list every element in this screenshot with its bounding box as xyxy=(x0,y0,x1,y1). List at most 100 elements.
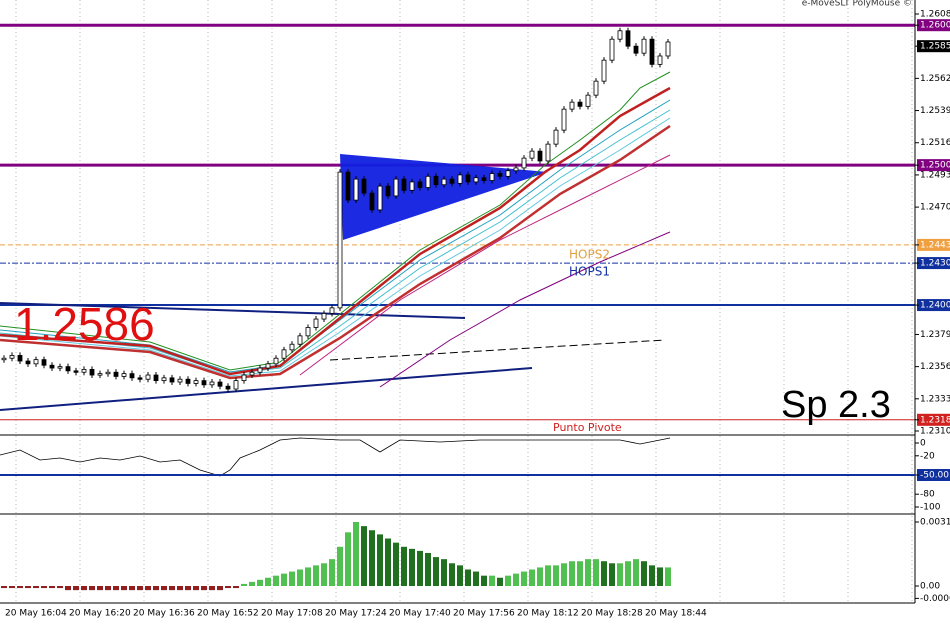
macd-bar xyxy=(377,534,383,586)
macd-bar xyxy=(209,586,215,591)
macd-bar xyxy=(145,586,151,591)
macd-bar xyxy=(289,571,295,586)
macd-bar xyxy=(545,565,551,586)
pivot-label: Punto Pivote xyxy=(553,421,622,434)
candle xyxy=(457,174,463,184)
axis-label: 1.2562 xyxy=(920,74,950,84)
candle xyxy=(497,173,503,177)
axis-label: 1.2400 xyxy=(920,301,950,311)
candle xyxy=(25,360,31,365)
candle xyxy=(465,174,471,183)
label-box xyxy=(917,469,950,481)
label-box xyxy=(917,19,950,32)
macd-bar xyxy=(569,561,575,586)
axis-label: -50.00 xyxy=(920,471,949,481)
axis-label: 0.0031 xyxy=(920,518,950,528)
macd-bar xyxy=(89,586,95,591)
macd-bar xyxy=(281,573,287,586)
time-label: 20 May 17:40 xyxy=(389,609,451,619)
macd-bar xyxy=(137,586,143,591)
candle xyxy=(177,378,183,383)
macd-bar xyxy=(177,586,183,591)
trend-line xyxy=(0,367,533,411)
candle xyxy=(377,185,383,211)
macd-bar xyxy=(649,565,655,586)
candle xyxy=(617,30,623,40)
macd-bar xyxy=(561,563,567,586)
macd-bar xyxy=(465,569,471,586)
macd-bar xyxy=(241,583,247,586)
macd-bar xyxy=(361,526,367,586)
macd-bar xyxy=(473,571,479,586)
trend-line xyxy=(0,302,466,319)
macd-bar xyxy=(201,586,207,591)
candle xyxy=(537,150,543,162)
axis-label: 1.2600 xyxy=(920,21,950,31)
macd-bar xyxy=(449,563,455,586)
axis-label: -20 xyxy=(920,451,935,461)
label-box xyxy=(917,257,950,270)
macd-bar xyxy=(321,563,327,586)
candle xyxy=(321,313,327,320)
candle xyxy=(609,38,615,61)
hops1-label: HOPS1 xyxy=(569,265,610,279)
macd-bar xyxy=(521,571,527,586)
axis-label: 0.00 xyxy=(920,582,940,592)
candle xyxy=(73,370,79,373)
grid xyxy=(0,0,915,603)
macd-bar xyxy=(577,561,583,586)
candle xyxy=(641,38,647,54)
axis-label: 1.2608 xyxy=(920,10,950,20)
current-price: 1.2586 xyxy=(14,298,155,350)
candle xyxy=(577,101,583,107)
candle xyxy=(369,192,375,211)
candle xyxy=(273,357,279,365)
axis-label: -100 xyxy=(920,503,941,513)
time-label: 20 May 16:20 xyxy=(69,609,131,619)
candle xyxy=(353,178,359,201)
macd-bar xyxy=(153,586,159,591)
macd-bar xyxy=(345,532,351,586)
candle xyxy=(193,380,199,384)
label-box xyxy=(917,299,950,312)
axis-label: 1.2379 xyxy=(920,330,950,340)
macd-bar xyxy=(601,561,607,586)
moving-average xyxy=(0,99,671,373)
macd-bar xyxy=(513,573,519,586)
time-label: 20 May 17:24 xyxy=(325,609,387,619)
candle xyxy=(33,359,39,365)
label-box xyxy=(917,159,950,172)
macd-histogram xyxy=(1,522,671,591)
macd-bar xyxy=(9,586,15,589)
candle xyxy=(217,381,223,387)
candle xyxy=(401,178,407,191)
candle xyxy=(89,369,95,376)
candle xyxy=(129,373,135,379)
macd-bar xyxy=(329,559,335,586)
macd-bar xyxy=(489,575,495,586)
axis-label: 1.2356 xyxy=(920,362,950,372)
candle xyxy=(137,377,143,380)
macd-bar xyxy=(337,546,343,586)
label-box xyxy=(917,413,950,426)
candle xyxy=(105,371,111,375)
macd-bar xyxy=(121,586,127,591)
macd-bar xyxy=(457,565,463,586)
price-bars xyxy=(1,27,671,393)
axis-label: 1.2470 xyxy=(920,203,950,213)
macd-bar xyxy=(393,542,399,586)
axis-label: 1.2443 xyxy=(920,240,950,250)
macd-bar xyxy=(409,548,415,586)
time-label: 20 May 17:56 xyxy=(453,609,515,619)
macd-bar xyxy=(113,586,119,591)
macd-bar xyxy=(1,586,7,589)
macd-bar xyxy=(161,586,167,591)
time-label: 20 May 18:12 xyxy=(517,609,579,619)
candle xyxy=(233,380,239,390)
candle xyxy=(121,373,127,377)
candle xyxy=(257,367,263,373)
candle xyxy=(289,343,295,351)
macd-bar xyxy=(193,586,199,591)
time-label: 20 May 18:44 xyxy=(645,609,707,619)
